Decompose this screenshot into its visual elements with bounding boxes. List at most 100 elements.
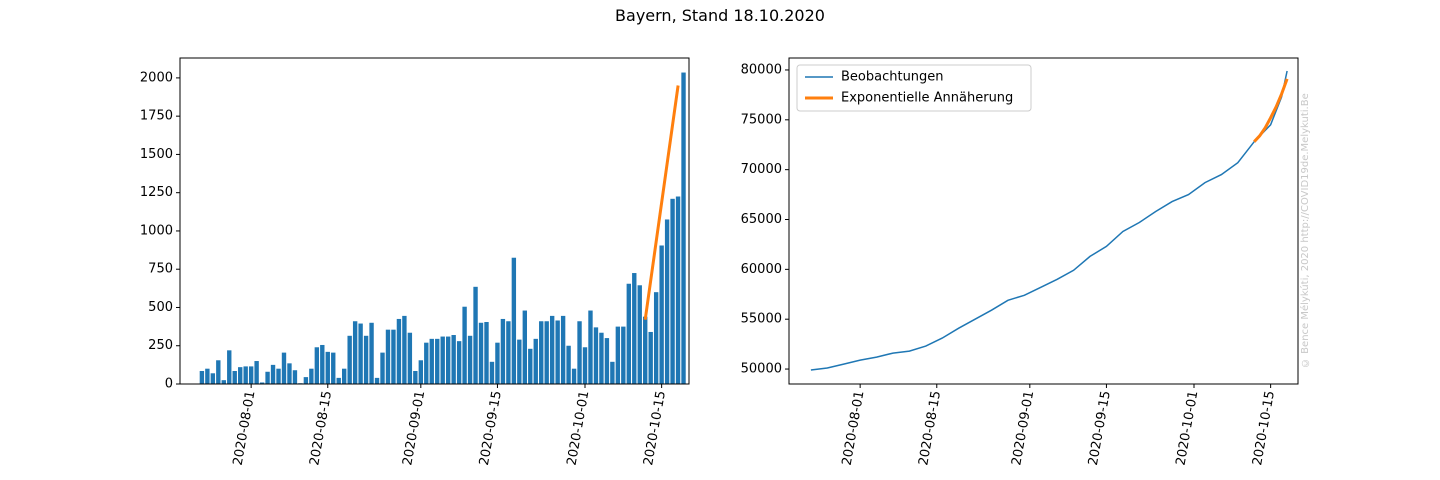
y-tick-label: 75000 [741, 112, 782, 127]
bar [418, 360, 424, 384]
bar [539, 321, 544, 384]
bar [396, 318, 402, 384]
bar [369, 322, 374, 384]
bar [484, 322, 489, 384]
bar [254, 361, 259, 384]
bar [435, 338, 440, 384]
y-tick-label: 500 [148, 300, 173, 315]
bar [648, 331, 653, 384]
panel-1: 0 250 500 750 1000 1250 1500 1750 2000 2020-08-01… [140, 57, 690, 467]
y-tick-label: 750 [148, 262, 173, 277]
bar [238, 367, 243, 384]
bar [429, 338, 434, 384]
bar [462, 306, 467, 384]
bar [560, 315, 566, 384]
y-tick-label: 80000 [741, 62, 782, 77]
bar [670, 198, 675, 384]
bar [681, 72, 686, 384]
bar [500, 318, 506, 384]
bar [664, 219, 670, 384]
bar [374, 377, 380, 384]
bar [675, 196, 681, 384]
bar [380, 352, 385, 384]
bar [632, 273, 637, 384]
bar [352, 321, 358, 384]
bar [621, 326, 626, 384]
bar [522, 310, 527, 384]
bar [555, 320, 560, 384]
legend-label: Exponentielle Annäherung [841, 91, 1013, 106]
bar [309, 368, 314, 384]
bar [221, 380, 226, 384]
bar [314, 347, 320, 384]
bar [473, 286, 478, 384]
y-tick-label: 65000 [741, 212, 782, 227]
bar [292, 370, 298, 384]
bar [205, 368, 210, 384]
y-tick-label: 1750 [140, 109, 173, 124]
panel-2: 50000 55000 60000 65000 70000 75000 80000 2020-… [741, 57, 1299, 467]
x-tick-label: 2020-08-01 [840, 390, 868, 467]
bar [363, 335, 369, 384]
bar [331, 352, 336, 384]
bar [588, 310, 593, 384]
bar [281, 352, 287, 384]
bar [391, 329, 396, 384]
bar [243, 366, 248, 384]
bar [643, 316, 648, 384]
x-tick-label: 2020-08-01 [231, 390, 259, 467]
y-tick-label: 0 [165, 377, 173, 392]
bar [424, 342, 429, 384]
bar [440, 336, 445, 384]
x-tick-label: 2020-10-15 [1250, 390, 1278, 467]
axes-frame [788, 57, 1299, 385]
bar [270, 364, 276, 384]
x-tick-label: 2020-10-15 [641, 390, 669, 467]
bar [451, 335, 456, 384]
y-tick-label: 50000 [741, 362, 782, 377]
observations-line [810, 70, 1288, 371]
bar [232, 370, 237, 384]
bar [287, 363, 292, 384]
fit-line [643, 85, 680, 320]
bar [615, 326, 621, 384]
x-tick-label: 2020-10-01 [565, 390, 593, 467]
bar [227, 350, 232, 384]
bar [478, 322, 484, 384]
bar [445, 336, 451, 384]
bar [533, 338, 538, 384]
bar [659, 245, 664, 384]
legend: Beobachtungen Exponentielle Annäherung [796, 64, 1032, 112]
bar [303, 377, 309, 384]
legend-label: Beobachtungen [841, 70, 944, 85]
figure-title: Bayern, Stand 18.10.2020 [615, 6, 825, 25]
bar [544, 321, 549, 384]
y-tick-label: 1250 [140, 185, 173, 200]
bar [276, 368, 281, 384]
bar [653, 292, 659, 384]
bar [511, 257, 517, 384]
y-tick-label: 250 [148, 338, 173, 353]
bar [571, 368, 577, 384]
axes-frame [179, 57, 690, 385]
bar [456, 341, 462, 384]
bar [517, 339, 522, 384]
bar [320, 344, 325, 384]
watermark: © Bence Mélykúti, 2020 http://COVID19de.… [1300, 93, 1311, 368]
bar [413, 370, 418, 384]
bar [528, 348, 533, 384]
bar [358, 323, 363, 384]
x-tick-label: 2020-09-15 [1086, 390, 1114, 467]
y-tick-label: 60000 [741, 262, 782, 277]
bar [248, 366, 254, 384]
x-tick-label: 2020-09-01 [400, 390, 428, 467]
fit-line [1253, 78, 1289, 143]
bar [626, 283, 631, 384]
bar [347, 335, 352, 384]
bar [407, 332, 413, 384]
bar [216, 360, 221, 384]
bar [489, 361, 495, 384]
y-tick-label: 70000 [741, 162, 782, 177]
